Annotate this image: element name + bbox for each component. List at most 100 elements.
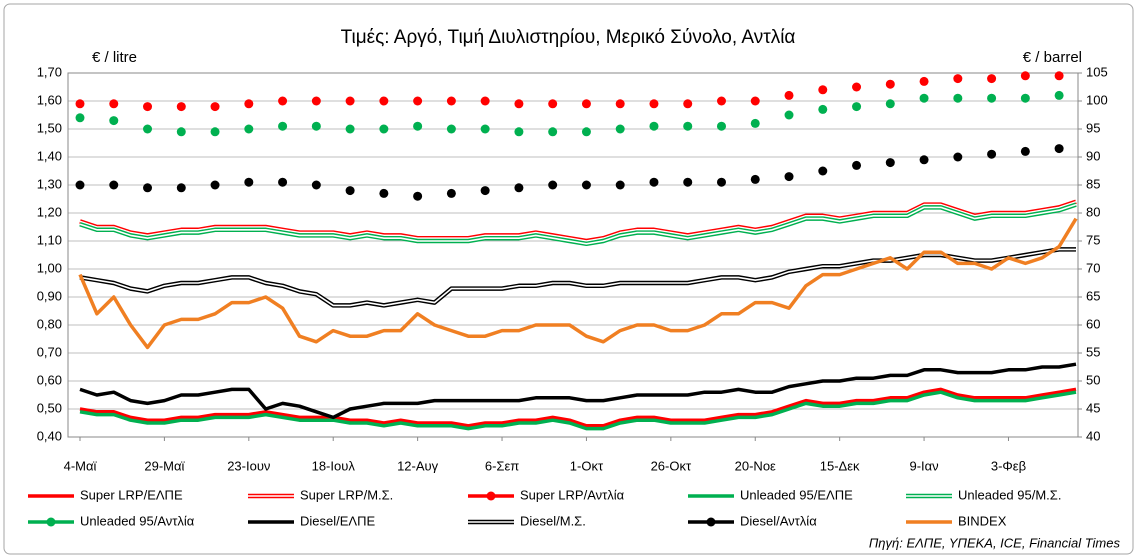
point	[210, 127, 220, 137]
point	[244, 99, 254, 109]
point	[649, 121, 659, 131]
point	[143, 183, 153, 193]
series-line	[79, 390, 1077, 431]
point	[514, 183, 524, 193]
point	[683, 99, 693, 109]
legend-item: Diesel/ΕΛΠΕ	[248, 513, 375, 528]
point	[548, 99, 558, 109]
y-tick-label: 1,20	[37, 204, 62, 219]
point	[852, 160, 862, 170]
x-tick-label: 9-Ιαν	[909, 458, 938, 473]
y2-tick-label: 70	[1086, 260, 1100, 275]
legend-item: Unleaded 95/Αντλία	[28, 513, 195, 528]
point	[176, 183, 186, 193]
legend-label: BINDEX	[958, 513, 1007, 528]
point	[480, 186, 490, 196]
y-tick-label: 0,40	[37, 428, 62, 443]
x-tick-label: 1-Οκτ	[570, 458, 604, 473]
legend-label: Super LRP/ΕΛΠΕ	[80, 487, 183, 502]
point	[953, 93, 963, 103]
point	[446, 96, 456, 106]
legend-label: Unleaded 95/Αντλία	[80, 513, 195, 528]
y2-tick-label: 45	[1086, 400, 1100, 415]
legend-dot	[486, 491, 496, 501]
point	[919, 76, 929, 86]
x-tick-label: 6-Σεπ	[485, 458, 519, 473]
point	[716, 177, 726, 187]
point	[987, 93, 997, 103]
point	[244, 124, 254, 134]
y2-tick-label: 50	[1086, 372, 1100, 387]
point	[413, 191, 423, 201]
y2-tick-label: 80	[1086, 204, 1100, 219]
point	[615, 124, 625, 134]
point	[311, 121, 321, 131]
y-tick-label: 1,50	[37, 120, 62, 135]
y-tick-label: 0,50	[37, 400, 62, 415]
point	[649, 99, 659, 109]
point	[244, 177, 254, 187]
point	[176, 102, 186, 112]
point	[750, 96, 760, 106]
legend-label: Super LRP/Αντλία	[520, 487, 625, 502]
y-tick-label: 1,10	[37, 232, 62, 247]
x-tick-label: 26-Οκτ	[651, 458, 692, 473]
point	[210, 102, 220, 112]
y-tick-label: 0,70	[37, 344, 62, 359]
point	[987, 149, 997, 159]
point	[345, 186, 355, 196]
point	[987, 74, 997, 84]
point	[885, 99, 895, 109]
point	[109, 99, 119, 109]
legend-item: Diesel/Αντλία	[688, 513, 817, 528]
point	[1054, 90, 1064, 100]
point	[919, 93, 929, 103]
point	[176, 127, 186, 137]
y2-tick-label: 100	[1086, 92, 1108, 107]
point	[784, 90, 794, 100]
point	[514, 99, 524, 109]
y-tick-label: 1,70	[37, 64, 62, 79]
y-tick-label: 1,60	[37, 92, 62, 107]
point	[953, 74, 963, 84]
point	[109, 180, 119, 190]
y2-tick-label: 40	[1086, 428, 1100, 443]
legend-item: Diesel/Μ.Σ.	[468, 513, 586, 528]
point	[919, 155, 929, 165]
x-tick-label: 4-Μαϊ	[64, 458, 98, 473]
y-tick-label: 0,60	[37, 372, 62, 387]
y2-tick-label: 65	[1086, 288, 1100, 303]
point	[615, 99, 625, 109]
point	[1020, 146, 1030, 156]
point	[446, 124, 456, 134]
point	[75, 180, 85, 190]
x-tick-label: 3-Φεβ	[991, 458, 1026, 473]
plot-area	[67, 72, 1079, 438]
y-axis-title: € / litre	[92, 49, 137, 66]
point	[278, 121, 288, 131]
point	[480, 124, 490, 134]
legend-item: Super LRP/Αντλία	[468, 487, 625, 502]
point	[446, 188, 456, 198]
y-tick-label: 0,90	[37, 288, 62, 303]
x-tick-label: 18-Ιουλ	[312, 458, 356, 473]
point	[1054, 144, 1064, 154]
point	[278, 177, 288, 187]
y-tick-label: 1,00	[37, 260, 62, 275]
point	[784, 110, 794, 120]
point	[1054, 71, 1064, 81]
point	[413, 96, 423, 106]
point	[581, 180, 591, 190]
legend-label: Diesel/Αντλία	[740, 513, 817, 528]
point	[379, 124, 389, 134]
y-tick-label: 1,30	[37, 176, 62, 191]
point	[716, 96, 726, 106]
series-line-inner	[79, 248, 1076, 307]
series-line-inner	[79, 203, 1077, 245]
series-line	[79, 387, 1077, 428]
point	[143, 124, 153, 134]
y2-tick-label: 60	[1086, 316, 1100, 331]
point	[210, 180, 220, 190]
legend-item: Unleaded 95/Μ.Σ.	[906, 487, 1061, 502]
